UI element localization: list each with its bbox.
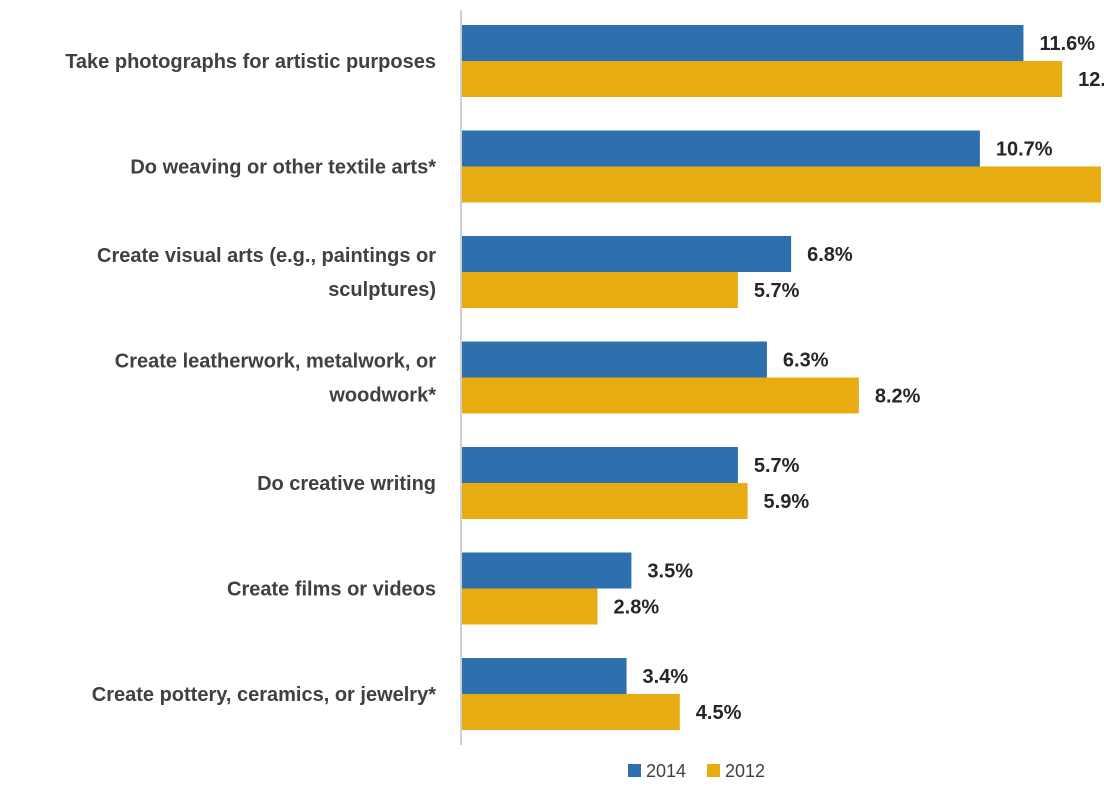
value-label-2014-7: 3.4% bbox=[643, 666, 689, 688]
category-label-line: Do creative writing bbox=[257, 473, 436, 495]
value-label-2014-5: 5.7% bbox=[754, 455, 800, 477]
value-label-2014-1: 11.6% bbox=[1039, 33, 1095, 55]
category-labels: Take photographs for artistic purposes Do… bbox=[65, 51, 436, 706]
category-label-7: Create pottery, ceramics, or jewelry* bbox=[92, 684, 436, 706]
legend-swatch-2014 bbox=[628, 764, 641, 777]
category-label-line: Create pottery, ceramics, or jewelry* bbox=[92, 684, 436, 706]
bar-2012-5 bbox=[462, 483, 748, 519]
value-label-2012-1: 12.4% bbox=[1078, 69, 1104, 91]
bar-2012-2 bbox=[462, 166, 1101, 203]
bar-2012-3 bbox=[462, 272, 738, 308]
value-label-2014-6: 3.5% bbox=[647, 561, 693, 583]
category-label-line: woodwork* bbox=[328, 385, 436, 407]
category-label-line: Take photographs for artistic purposes bbox=[65, 51, 436, 73]
category-label-line: sculptures) bbox=[328, 279, 436, 301]
bars-layer bbox=[462, 25, 1101, 730]
category-label-2: Do weaving or other textile arts* bbox=[130, 157, 436, 179]
legend-label-2012: 2012 bbox=[725, 761, 765, 781]
value-label-2012-5: 5.9% bbox=[764, 491, 810, 513]
category-label-1: Take photographs for artistic purposes bbox=[65, 51, 436, 73]
value-label-2014-4: 6.3% bbox=[783, 350, 829, 372]
bar-2014-5 bbox=[462, 447, 738, 483]
legend: 2014 2012 bbox=[628, 761, 765, 781]
value-label-2012-6: 2.8% bbox=[614, 597, 660, 619]
legend-swatch-2012 bbox=[707, 764, 720, 777]
category-label-line: Create films or videos bbox=[227, 579, 436, 601]
legend-label-2014: 2014 bbox=[646, 761, 686, 781]
value-label-2012-7: 4.5% bbox=[696, 702, 742, 724]
value-label-2014-3: 6.8% bbox=[807, 244, 853, 266]
bar-2014-7 bbox=[462, 658, 627, 694]
value-label-2012-4: 8.2% bbox=[875, 386, 921, 408]
bar-2014-6 bbox=[462, 552, 632, 589]
category-label-line: Create leatherwork, metalwork, or bbox=[115, 351, 436, 373]
category-label-line: Do weaving or other textile arts* bbox=[130, 157, 436, 179]
category-label-5: Do creative writing bbox=[257, 473, 436, 495]
bar-2012-1 bbox=[462, 61, 1063, 97]
category-label-6: Create films or videos bbox=[227, 579, 436, 601]
bar-2014-4 bbox=[462, 341, 767, 378]
bar-2012-4 bbox=[462, 377, 859, 414]
bar-2014-2 bbox=[462, 130, 980, 167]
category-label-3: Create visual arts (e.g., paintings or sc… bbox=[97, 245, 436, 301]
bar-2014-3 bbox=[462, 236, 792, 272]
bar-2014-1 bbox=[462, 25, 1024, 61]
value-label-2012-3: 5.7% bbox=[754, 280, 800, 302]
category-label-line: Create visual arts (e.g., paintings or bbox=[97, 245, 436, 267]
value-label-2014-2: 10.7% bbox=[996, 139, 1053, 161]
value-labels: 11.6%12.4%10.7%13.2%6.8%5.7%6.3%8.2%5.7%… bbox=[614, 33, 1104, 724]
bar-2012-7 bbox=[462, 694, 680, 730]
bar-2012-6 bbox=[462, 588, 598, 625]
category-label-4: Create leatherwork, metalwork, or woodwor… bbox=[115, 351, 436, 407]
